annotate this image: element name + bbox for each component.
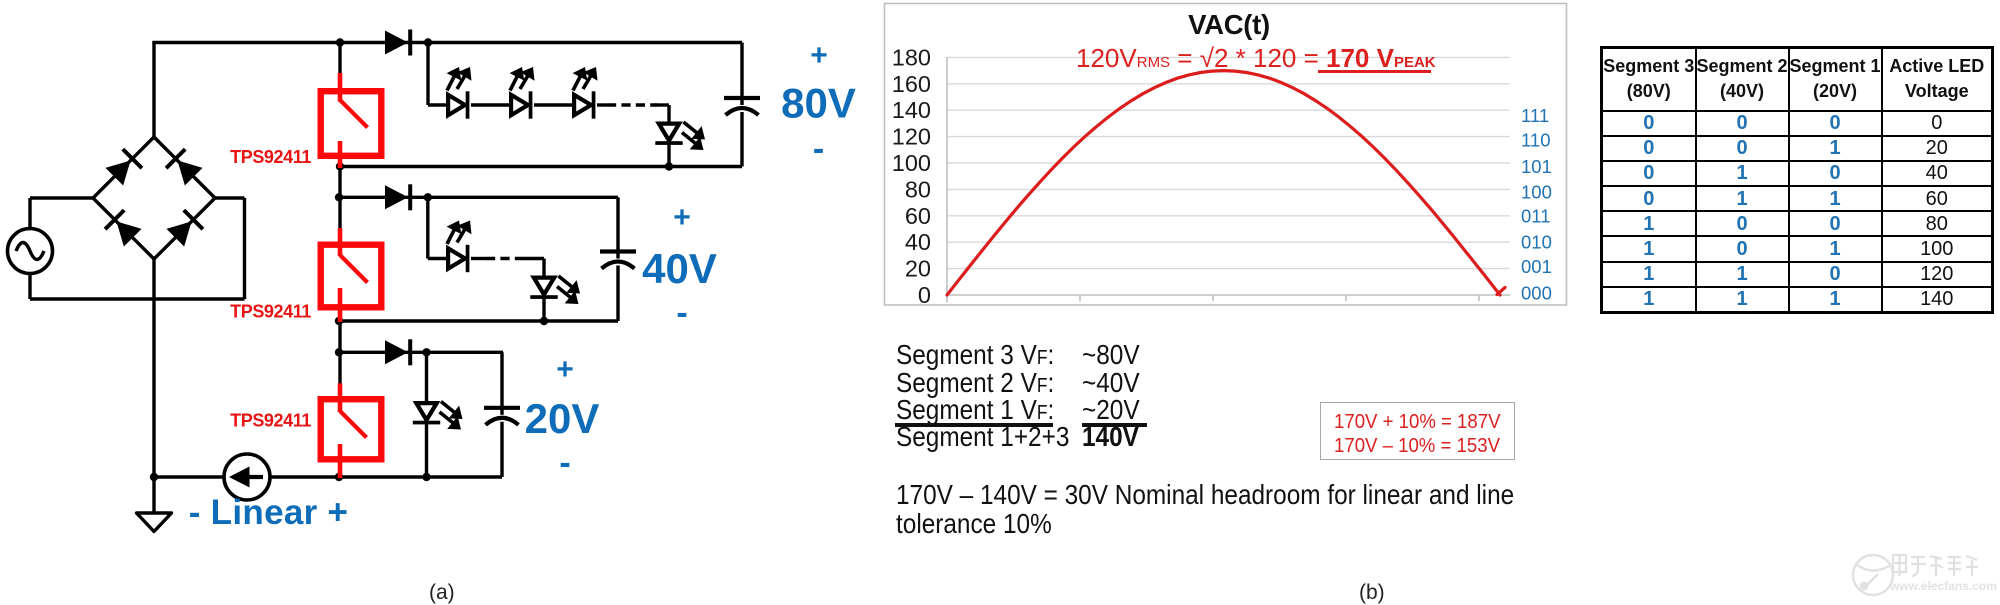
svg-text:+: + — [673, 201, 691, 234]
svg-text:TPS92411: TPS92411 — [230, 302, 311, 322]
svg-text:-: - — [676, 294, 687, 332]
svg-text:- Linear +: - Linear + — [189, 493, 349, 532]
svg-text:20V: 20V — [525, 395, 600, 442]
svg-text:100: 100 — [892, 150, 931, 176]
svg-text:011: 011 — [1521, 206, 1551, 227]
svg-text:-: - — [559, 444, 570, 482]
svg-text:www.elecfans.com: www.elecfans.com — [1889, 579, 1997, 593]
svg-text:+: + — [556, 353, 574, 386]
svg-text:000: 000 — [1521, 283, 1552, 304]
svg-text:60: 60 — [905, 203, 931, 229]
svg-text:111: 111 — [1521, 105, 1549, 126]
svg-text:TPS92411: TPS92411 — [230, 147, 311, 167]
svg-text:010: 010 — [1521, 232, 1552, 253]
svg-text:140: 140 — [892, 97, 931, 123]
svg-text:160: 160 — [892, 71, 931, 97]
svg-text:001: 001 — [1521, 256, 1552, 277]
svg-text:101: 101 — [1521, 156, 1552, 177]
svg-text:80: 80 — [905, 176, 931, 202]
svg-text:40V: 40V — [642, 245, 717, 292]
svg-text:-: - — [813, 130, 824, 168]
svg-text:100: 100 — [1521, 182, 1552, 203]
svg-text:VAC(t): VAC(t) — [1188, 9, 1270, 40]
svg-text:180: 180 — [892, 44, 931, 70]
svg-text:TPS92411: TPS92411 — [230, 411, 311, 431]
svg-text:0: 0 — [918, 282, 931, 308]
svg-text:+: + — [810, 39, 828, 72]
svg-text:80V: 80V — [781, 80, 856, 127]
svg-text:20: 20 — [905, 256, 931, 282]
svg-text:40: 40 — [905, 229, 931, 255]
svg-text:120: 120 — [892, 124, 931, 150]
svg-text:110: 110 — [1521, 130, 1551, 151]
